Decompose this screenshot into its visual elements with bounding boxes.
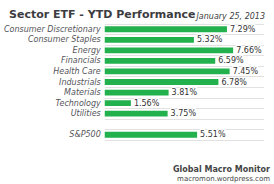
svg-text:7.45%: 7.45% (233, 67, 259, 76)
svg-text:7.66%: 7.66% (236, 46, 262, 55)
svg-text:S&P500: S&P500 (69, 130, 100, 139)
svg-text:3.81%: 3.81% (172, 88, 198, 97)
svg-text:Health Care: Health Care (53, 67, 101, 76)
svg-text:Materials: Materials (64, 88, 101, 97)
svg-text:macromon.wordpress.com: macromon.wordpress.com (177, 175, 270, 183)
svg-text:3.75%: 3.75% (171, 109, 197, 118)
svg-text:Global Macro Monitor: Global Macro Monitor (173, 165, 270, 174)
svg-text:6.78%: 6.78% (221, 78, 247, 87)
svg-text:Consumer Discretionary: Consumer Discretionary (4, 25, 101, 34)
svg-text:January 25, 2013: January 25, 2013 (195, 12, 266, 21)
svg-text:1.56%: 1.56% (134, 99, 160, 108)
svg-text:5.51%: 5.51% (200, 130, 226, 139)
svg-text:Industrials: Industrials (59, 78, 101, 87)
svg-text:Financials: Financials (61, 56, 101, 65)
svg-text:5.32%: 5.32% (197, 35, 223, 44)
svg-text:Sector ETF - YTD Performance: Sector ETF - YTD Performance (9, 8, 196, 21)
svg-text:Technology: Technology (56, 99, 101, 108)
svg-text:Energy: Energy (73, 46, 101, 55)
svg-text:Utilities: Utilities (71, 109, 101, 118)
svg-text:7.29%: 7.29% (230, 25, 256, 34)
svg-text:Consumer Staples: Consumer Staples (28, 35, 101, 44)
svg-text:6.59%: 6.59% (218, 56, 244, 65)
